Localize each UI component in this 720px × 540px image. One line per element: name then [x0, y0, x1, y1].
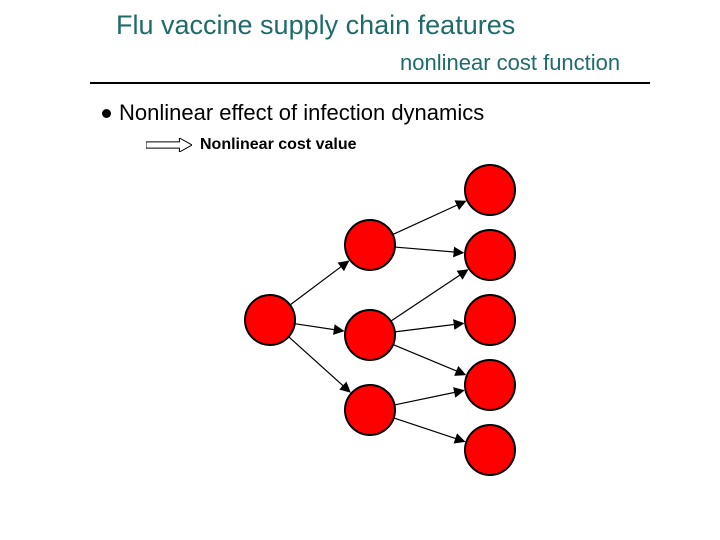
arrow-right-svg	[146, 138, 192, 152]
slide-title-text: Flu vaccine supply chain features	[116, 10, 515, 40]
diagram-edge	[289, 337, 350, 392]
network-diagram	[200, 155, 600, 485]
diagram-node	[465, 165, 515, 215]
diagram-edge	[295, 324, 344, 331]
slide-subtitle-text: nonlinear cost function	[400, 50, 620, 75]
slide-subtitle: nonlinear cost function	[400, 50, 620, 76]
arrow-right-icon	[146, 138, 192, 152]
diagram-edge	[391, 270, 468, 321]
bullet-row: Nonlinear effect of infection dynamics	[102, 100, 484, 126]
diagram-edge	[393, 201, 466, 234]
bullet-text: Nonlinear effect of infection dynamics	[119, 100, 484, 126]
diagram-edge	[394, 418, 465, 442]
diagram-edge	[395, 247, 463, 253]
subbullet-row: Nonlinear cost value	[146, 136, 357, 154]
subbullet-text: Nonlinear cost value	[200, 136, 357, 154]
diagram-edge	[394, 391, 463, 405]
diagram-edge	[290, 261, 348, 305]
diagram-edge	[395, 323, 463, 332]
slide: Flu vaccine supply chain features nonlin…	[0, 0, 720, 540]
diagram-node	[465, 360, 515, 410]
slide-title: Flu vaccine supply chain features	[116, 10, 515, 41]
diagram-node	[345, 385, 395, 435]
diagram-node	[345, 220, 395, 270]
title-rule	[90, 82, 650, 84]
diagram-node	[465, 425, 515, 475]
diagram-node	[245, 295, 295, 345]
diagram-node	[345, 310, 395, 360]
diagram-edge	[393, 345, 465, 375]
bullet-dot-icon	[102, 109, 111, 118]
diagram-node	[465, 295, 515, 345]
diagram-node	[465, 230, 515, 280]
